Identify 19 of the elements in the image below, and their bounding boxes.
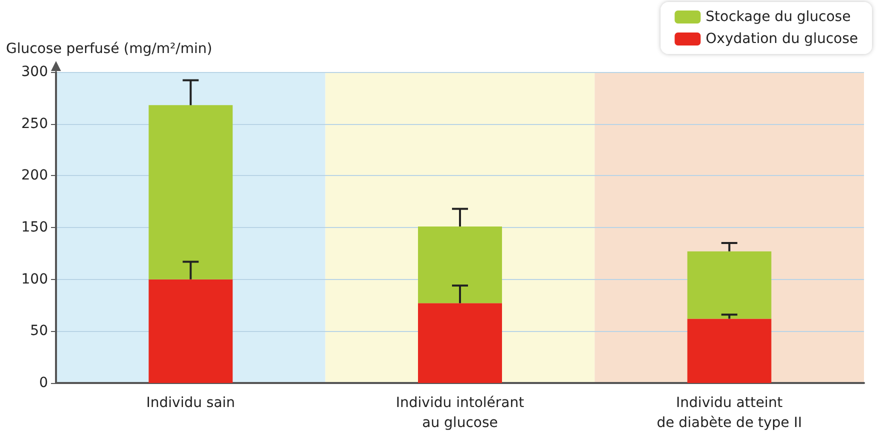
legend-label: Oxydation du glucose: [706, 31, 858, 47]
bar: [148, 279, 233, 383]
x-tick-label: Individu intolérant au glucose: [396, 395, 525, 431]
y-tick-label: 250: [21, 116, 48, 132]
y-tick-label: 0: [39, 375, 48, 391]
bar: [418, 303, 502, 383]
y-tick-label: 200: [21, 168, 48, 184]
y-axis-title: Glucose perfusé (mg/m²/min): [6, 41, 212, 57]
bar: [148, 105, 233, 280]
bar: [687, 251, 772, 319]
y-tick-label: 50: [30, 323, 48, 340]
y-tick-label: 300: [21, 64, 48, 80]
y-tick-label: 100: [21, 271, 48, 288]
x-tick-label: Individu atteint de diabète de type II: [656, 395, 802, 431]
legend-label: Stockage du glucose: [706, 9, 851, 25]
bar: [687, 318, 772, 383]
y-tick-label: 150: [21, 220, 48, 236]
x-tick-label: Individu sain: [146, 395, 236, 411]
bar: [418, 226, 502, 304]
